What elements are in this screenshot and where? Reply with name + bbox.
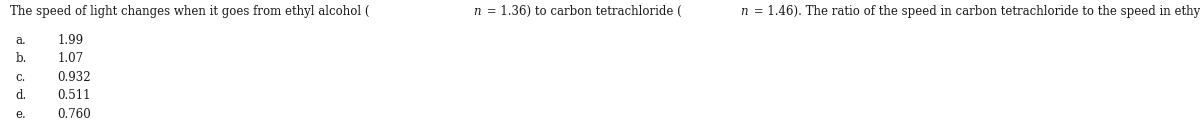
Text: b.: b. [16,52,26,65]
Text: d.: d. [16,89,26,102]
Text: e.: e. [16,108,26,120]
Text: 0.511: 0.511 [58,89,91,102]
Text: n: n [739,5,748,18]
Text: 1.99: 1.99 [58,34,84,47]
Text: a.: a. [16,34,26,47]
Text: n: n [474,5,481,18]
Text: 1.07: 1.07 [58,52,84,65]
Text: 0.760: 0.760 [58,108,91,120]
Text: c.: c. [16,71,26,84]
Text: The speed of light changes when it goes from ethyl alcohol (: The speed of light changes when it goes … [10,5,370,18]
Text: = 1.46). The ratio of the speed in carbon tetrachloride to the speed in ethyl al: = 1.46). The ratio of the speed in carbo… [750,5,1200,18]
Text: = 1.36) to carbon tetrachloride (: = 1.36) to carbon tetrachloride ( [484,5,682,18]
Text: 0.932: 0.932 [58,71,91,84]
